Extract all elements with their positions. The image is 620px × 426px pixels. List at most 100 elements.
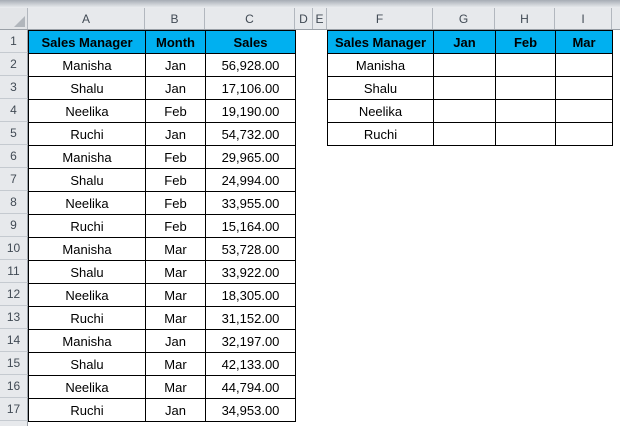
cell-sales-manager[interactable]: Ruchi [28,122,146,146]
cell-sales[interactable]: 33,922.00 [205,260,296,284]
row-header[interactable]: 12 [0,283,28,306]
cell-sales[interactable]: 19,190.00 [205,99,296,123]
cell-sales[interactable]: 17,106.00 [205,76,296,100]
cell-month[interactable]: Feb [145,168,206,192]
cell-sales-manager[interactable]: Neelika [327,99,434,123]
cell-sales-manager[interactable]: Neelika [28,283,146,307]
cell-sales-manager[interactable]: Manisha [28,53,146,77]
column-header-d[interactable]: D [295,8,313,29]
cell-month[interactable]: Feb [145,99,206,123]
row-header[interactable]: 14 [0,329,28,352]
cell-sales-manager[interactable]: Shalu [28,76,146,100]
source-table-row: Shalu Feb 24,994.00 [28,168,296,192]
cell-sales-manager[interactable]: Manisha [327,53,434,77]
cell-sales[interactable]: 31,152.00 [205,306,296,330]
row-header[interactable]: 17 [0,398,28,421]
summary-header-sales-manager[interactable]: Sales Manager [327,30,434,54]
cell-month[interactable]: Feb [145,214,206,238]
cell-sales-manager[interactable]: Shalu [327,76,434,100]
cell-sales-manager[interactable]: Manisha [28,237,146,261]
cell-sales[interactable]: 54,732.00 [205,122,296,146]
cell-feb-empty[interactable] [495,122,556,146]
row-header[interactable]: 16 [0,375,28,398]
column-header-a[interactable]: A [28,8,145,29]
column-header-h[interactable]: H [495,8,555,29]
cell-sales-manager[interactable]: Ruchi [28,398,146,422]
cell-month[interactable]: Mar [145,283,206,307]
row-header[interactable]: 7 [0,168,28,191]
cell-jan-empty[interactable] [433,99,496,123]
cell-month[interactable]: Jan [145,398,206,422]
cell-mar-empty[interactable] [555,122,613,146]
cell-month[interactable]: Mar [145,260,206,284]
cell-feb-empty[interactable] [495,53,556,77]
row-header[interactable]: 13 [0,306,28,329]
row-header[interactable]: 4 [0,99,28,122]
cell-month[interactable]: Feb [145,191,206,215]
summary-header-feb[interactable]: Feb [495,30,556,54]
cell-sales-manager[interactable]: Ruchi [327,122,434,146]
row-header[interactable]: 15 [0,352,28,375]
cell-jan-empty[interactable] [433,76,496,100]
cell-sales[interactable]: 24,994.00 [205,168,296,192]
cell-month[interactable]: Mar [145,375,206,399]
cell-month[interactable]: Mar [145,237,206,261]
column-header-e[interactable]: E [313,8,327,29]
cell-sales[interactable]: 42,133.00 [205,352,296,376]
row-header[interactable]: 11 [0,260,28,283]
source-header-sales-manager[interactable]: Sales Manager [28,30,146,54]
select-all-button[interactable] [0,8,28,29]
source-header-sales[interactable]: Sales [205,30,296,54]
summary-header-jan[interactable]: Jan [433,30,496,54]
row-header[interactable]: 6 [0,145,28,168]
cell-month[interactable]: Mar [145,352,206,376]
row-header[interactable]: 8 [0,191,28,214]
cell-month[interactable]: Mar [145,306,206,330]
cell-sales[interactable]: 29,965.00 [205,145,296,169]
row-header[interactable]: 2 [0,53,28,76]
cell-mar-empty[interactable] [555,76,613,100]
column-header-f[interactable]: F [327,8,433,29]
row-header[interactable]: 3 [0,76,28,99]
cell-sales[interactable]: 33,955.00 [205,191,296,215]
column-header-g[interactable]: G [433,8,495,29]
cell-sales-manager[interactable]: Shalu [28,168,146,192]
cell-sales-manager[interactable]: Manisha [28,329,146,353]
summary-header-mar[interactable]: Mar [555,30,613,54]
cell-sales[interactable]: 32,197.00 [205,329,296,353]
cell-sales-manager[interactable]: Shalu [28,260,146,284]
cell-sales[interactable]: 44,794.00 [205,375,296,399]
cell-sales-manager[interactable]: Ruchi [28,214,146,238]
source-header-month[interactable]: Month [145,30,206,54]
column-header-i[interactable]: I [555,8,612,29]
cell-month[interactable]: Jan [145,53,206,77]
cell-month[interactable]: Feb [145,145,206,169]
cell-sales-manager[interactable]: Neelika [28,375,146,399]
cell-month[interactable]: Jan [145,329,206,353]
cell-feb-empty[interactable] [495,76,556,100]
cell-sales[interactable]: 53,728.00 [205,237,296,261]
cell-mar-empty[interactable] [555,99,613,123]
row-header[interactable]: 9 [0,214,28,237]
row-header[interactable]: 1 [0,30,28,53]
cell-jan-empty[interactable] [433,53,496,77]
cell-month[interactable]: Jan [145,76,206,100]
column-header-c[interactable]: C [205,8,295,29]
cell-sales[interactable]: 18,305.00 [205,283,296,307]
cell-mar-empty[interactable] [555,53,613,77]
cell-sales-manager[interactable]: Manisha [28,145,146,169]
cell-sales[interactable]: 15,164.00 [205,214,296,238]
cell-sales-manager[interactable]: Shalu [28,352,146,376]
cell-sales-manager[interactable]: Neelika [28,99,146,123]
cell-sales-manager[interactable]: Neelika [28,191,146,215]
cell-sales[interactable]: 34,953.00 [205,398,296,422]
column-header-b[interactable]: B [145,8,205,29]
row-header[interactable]: 10 [0,237,28,260]
cell-sales[interactable]: 56,928.00 [205,53,296,77]
cell-month[interactable]: Jan [145,122,206,146]
cell-sales-manager[interactable]: Ruchi [28,306,146,330]
row-header[interactable]: 5 [0,122,28,145]
cell-feb-empty[interactable] [495,99,556,123]
cell-jan-empty[interactable] [433,122,496,146]
row-header-partial[interactable]: 18 [0,421,28,426]
